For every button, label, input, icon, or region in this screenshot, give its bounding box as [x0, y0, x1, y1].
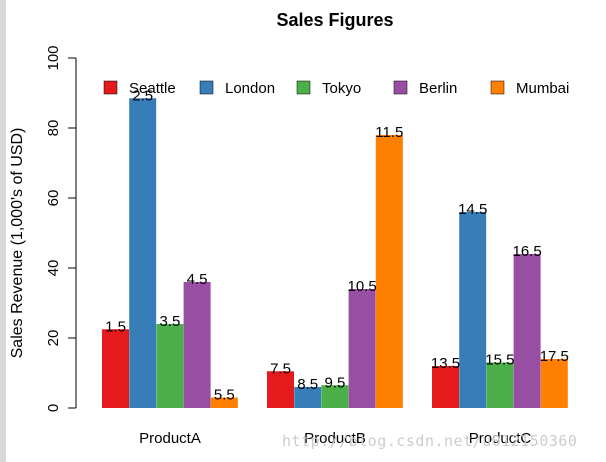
bar-value-label: 5.5: [214, 387, 235, 404]
bar-value-label: 1.5: [105, 318, 126, 335]
bar-value-label: 4.5: [187, 271, 208, 288]
window-edge: [0, 0, 6, 462]
legend: Seattle London Tokyo Berlin Mumbai: [103, 80, 569, 97]
y-tick-label: 0: [45, 404, 62, 412]
watermark: http://blog.csdn.net/u012150360: [282, 432, 578, 450]
y-axis: 0 20 40 60 80 100: [45, 45, 77, 412]
bar-productb-berlin: [348, 289, 376, 408]
bar-producta-tokyo: [156, 324, 184, 408]
legend-swatch-mumbai: [490, 80, 505, 95]
bar-labels: 1.5 2.5 3.5 4.5 5.5 7.5 8.5 9.5 10.5 11.5 13.5 14.5…: [105, 87, 569, 403]
legend-label-mumbai: Mumbai: [516, 80, 569, 97]
legend-swatch-tokyo: [296, 80, 311, 95]
legend-label-seattle: Seattle: [129, 80, 176, 97]
legend-label-london: London: [225, 80, 275, 97]
chart-title: Sales Figures: [276, 10, 393, 30]
legend-label-berlin: Berlin: [419, 80, 457, 97]
y-tick-label: 20: [45, 330, 62, 347]
category-label-productb: ProductB: [304, 430, 366, 447]
bar-value-label: 7.5: [270, 360, 291, 377]
legend-swatch-seattle: [103, 80, 118, 95]
bar-value-label: 2.5: [132, 87, 153, 104]
bar-value-label: 13.5: [431, 355, 460, 372]
bar-value-label: 15.5: [485, 352, 514, 369]
bar-productb-seattle: [267, 371, 294, 408]
y-tick-label: 100: [45, 45, 62, 70]
bar-productc-berlin: [513, 254, 541, 408]
bar-productc-seattle: [432, 366, 459, 408]
bar-value-label: 11.5: [375, 124, 403, 141]
bars: [102, 98, 568, 408]
bar-value-label: 16.5: [512, 243, 541, 260]
bar-productb-london: [294, 387, 322, 408]
bar-value-label: 8.5: [297, 376, 318, 393]
legend-swatch-london: [199, 80, 214, 95]
category-label-producta: ProductA: [139, 430, 201, 447]
y-axis-label: Sales Revenue (1,000's of USD): [9, 128, 26, 359]
bar-value-label: 17.5: [540, 348, 569, 365]
bar-producta-london: [129, 98, 157, 408]
legend-swatch-berlin: [393, 80, 408, 95]
bar-producta-mumbai: [210, 397, 238, 408]
category-labels: ProductA ProductB ProductC: [139, 430, 531, 447]
bar-producta-seattle: [102, 329, 129, 408]
legend-label-tokyo: Tokyo: [322, 80, 361, 97]
bar-value-label: 9.5: [324, 374, 345, 391]
bar-productc-london: [459, 212, 487, 408]
bar-productb-tokyo: [321, 385, 349, 408]
bar-value-label: 3.5: [159, 313, 180, 330]
category-label-productc: ProductC: [469, 430, 532, 447]
bar-producta-berlin: [183, 282, 211, 408]
bar-productb-mumbai: [375, 135, 403, 408]
bar-value-label: 10.5: [347, 278, 376, 295]
bar-productc-tokyo: [486, 362, 514, 408]
y-tick-label: 60: [45, 190, 62, 207]
y-tick-label: 40: [45, 260, 62, 277]
y-tick-label: 80: [45, 120, 62, 137]
bar-productc-mumbai: [540, 359, 568, 408]
bar-value-label: 14.5: [458, 201, 487, 218]
